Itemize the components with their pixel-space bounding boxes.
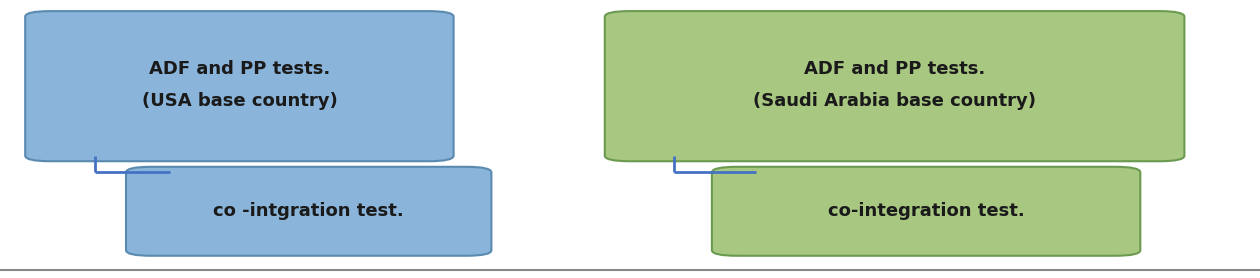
FancyBboxPatch shape — [126, 167, 491, 256]
FancyBboxPatch shape — [25, 11, 454, 161]
Text: co -intgration test.: co -intgration test. — [213, 202, 404, 220]
FancyBboxPatch shape — [712, 167, 1140, 256]
Text: ADF and PP tests.
(Saudi Arabia base country): ADF and PP tests. (Saudi Arabia base cou… — [753, 60, 1036, 110]
Text: co-integration test.: co-integration test. — [828, 202, 1024, 220]
FancyBboxPatch shape — [605, 11, 1184, 161]
Text: ADF and PP tests.
(USA base country): ADF and PP tests. (USA base country) — [141, 60, 338, 110]
